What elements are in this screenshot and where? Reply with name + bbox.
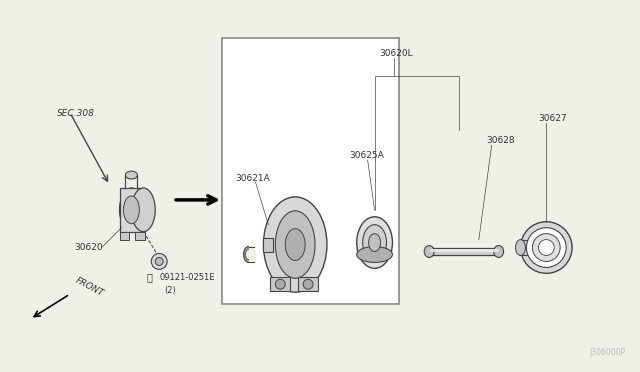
Text: 09121-0251E: 09121-0251E: [159, 273, 214, 282]
Ellipse shape: [275, 211, 315, 278]
Ellipse shape: [303, 279, 313, 289]
Text: SEC.308: SEC.308: [57, 109, 95, 118]
Ellipse shape: [493, 246, 504, 257]
Ellipse shape: [264, 197, 327, 292]
Text: 30620: 30620: [74, 243, 102, 252]
Text: 30620L: 30620L: [380, 48, 413, 58]
Text: 30628: 30628: [487, 136, 515, 145]
Ellipse shape: [520, 222, 572, 273]
Ellipse shape: [151, 253, 167, 269]
Ellipse shape: [131, 188, 156, 232]
Text: 30627: 30627: [538, 114, 567, 123]
Ellipse shape: [516, 240, 525, 256]
Ellipse shape: [125, 171, 138, 179]
Bar: [221, 38, 399, 304]
Ellipse shape: [356, 247, 392, 262]
Bar: [298, 277, 318, 291]
Ellipse shape: [244, 247, 253, 262]
Text: J306000P: J306000P: [589, 348, 626, 357]
Bar: [136, 232, 145, 240]
Text: 30621A: 30621A: [236, 174, 270, 183]
Ellipse shape: [120, 188, 143, 232]
Text: FRONT: FRONT: [74, 276, 105, 298]
Ellipse shape: [532, 234, 560, 262]
Ellipse shape: [275, 279, 285, 289]
Ellipse shape: [356, 217, 392, 268]
Ellipse shape: [124, 196, 140, 224]
Bar: [120, 232, 129, 240]
Bar: [120, 188, 143, 232]
Bar: [264, 238, 273, 251]
Ellipse shape: [156, 257, 163, 265]
Ellipse shape: [369, 234, 381, 251]
Ellipse shape: [246, 250, 252, 259]
Ellipse shape: [527, 228, 566, 267]
Ellipse shape: [424, 246, 434, 257]
Text: (2): (2): [164, 286, 176, 295]
Ellipse shape: [538, 240, 554, 256]
Bar: [520, 240, 532, 256]
Bar: [248, 246, 257, 263]
Text: Ⓑ: Ⓑ: [147, 272, 152, 282]
Bar: [270, 277, 290, 291]
Ellipse shape: [285, 229, 305, 260]
Text: 30625A: 30625A: [350, 151, 385, 160]
Ellipse shape: [363, 225, 387, 260]
Bar: [429, 247, 499, 256]
